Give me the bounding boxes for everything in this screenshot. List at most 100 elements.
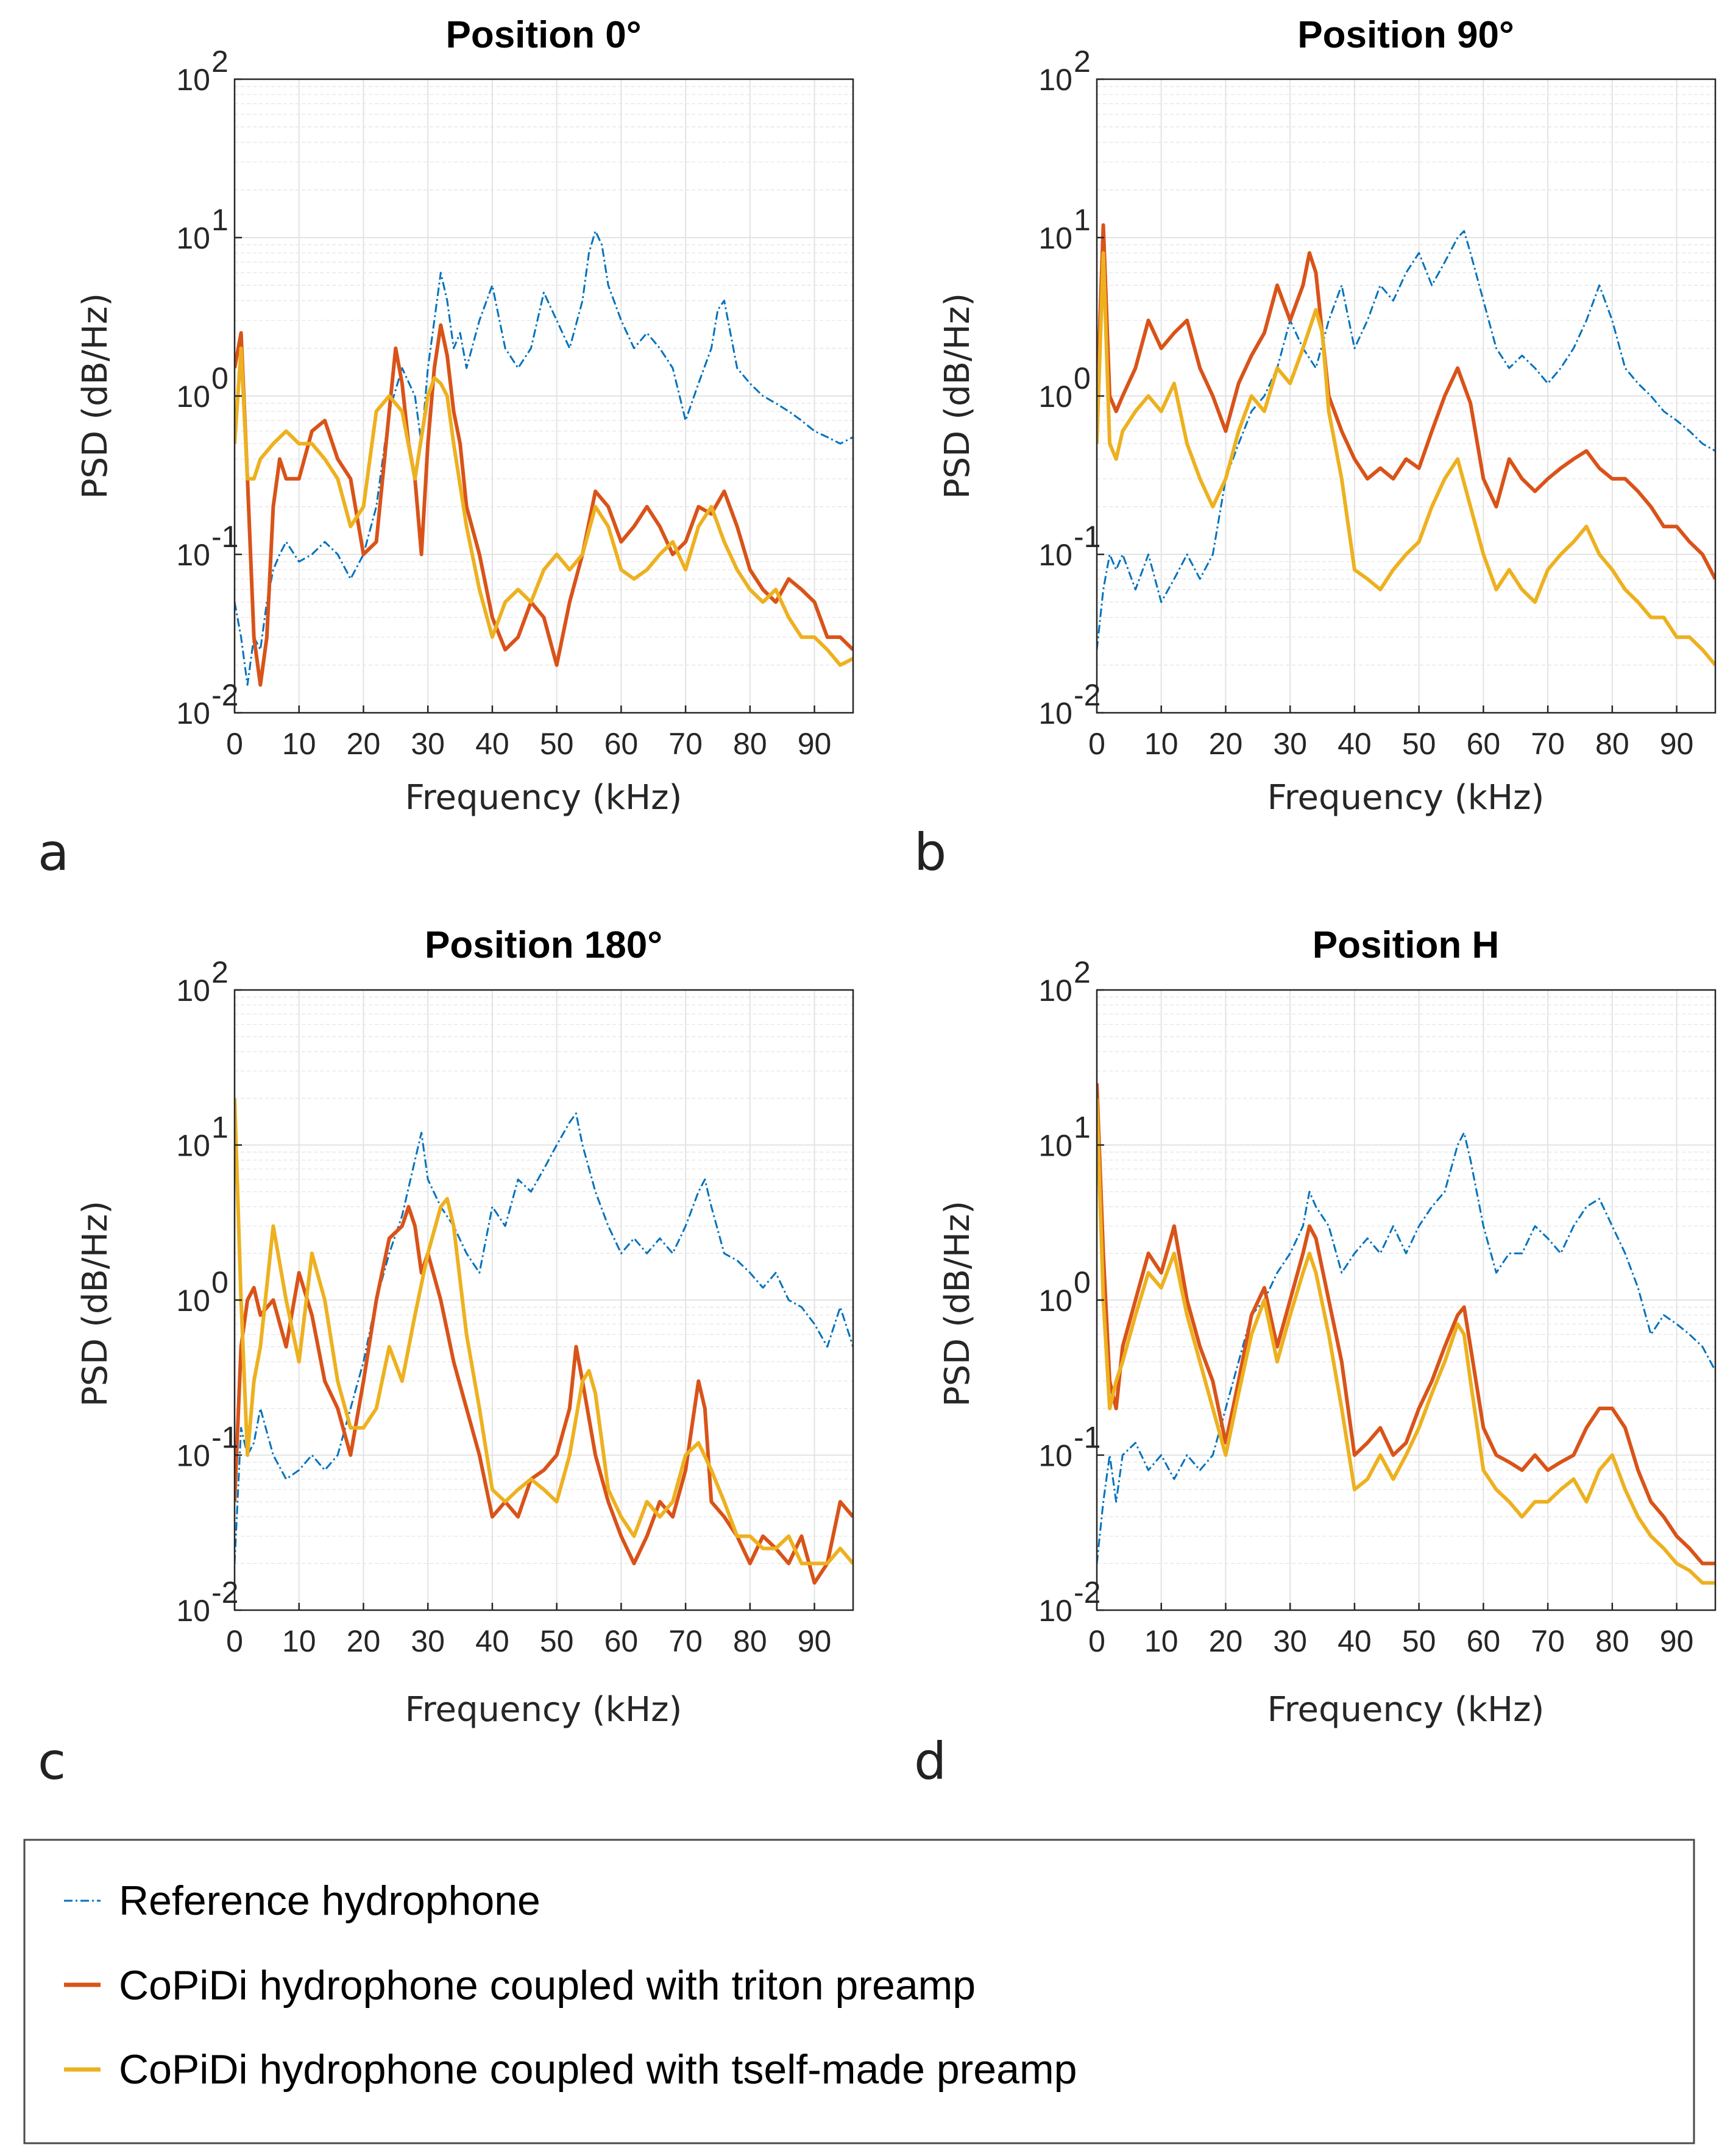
x-tick-label-b: 50 [1402,727,1436,761]
y-tick-label-c: 10 [176,1594,210,1628]
y-tick-label-b: 10 [1038,63,1072,97]
x-tick-label-a: 20 [347,727,381,761]
x-tick-label-a: 0 [226,727,243,761]
y-tick-label-a: 10 [176,380,210,414]
series-reference-d [1097,1131,1715,1564]
y-tick-exponent-c: 2 [211,955,229,989]
y-tick-label-d: 10 [1038,974,1072,1008]
panel-d: Position H Frequency (kHz) PSD (dB/Hz) d… [914,924,1717,1791]
y-tick-exponent-d: -1 [1074,1421,1100,1455]
x-tick-label-c: 50 [540,1624,574,1658]
y-tick-label-c: 10 [176,974,210,1008]
series-selfmade-c [235,1098,853,1566]
x-tick-label-a: 90 [798,727,832,761]
x-tick-label-c: 40 [475,1624,509,1658]
y-tick-exponent-a: 1 [211,203,229,237]
panel-letter-d: d [914,1731,946,1791]
legend-label-selfmade: CoPiDi hydrophone coupled with tself-mad… [119,2046,1077,2093]
y-tick-label-a: 10 [176,696,210,730]
series-reference-a [235,230,853,686]
series-reference-c [235,1112,853,1564]
x-tick-label-c: 60 [604,1624,639,1658]
panel-c-title: Position 180° [425,924,662,966]
y-tick-label-b: 10 [1038,696,1072,730]
x-tick-label-c: 30 [411,1624,445,1658]
x-tick-label-d: 50 [1402,1624,1436,1658]
legend-box [23,1839,1695,2144]
x-tick-label-d: 20 [1209,1624,1243,1658]
y-tick-label-c: 10 [176,1129,210,1163]
series-selfmade-a [235,346,853,667]
panel-a-xlabel: Frequency (kHz) [405,778,682,818]
y-tick-exponent-a: -1 [211,520,238,554]
x-tick-label-b: 20 [1209,727,1243,761]
y-tick-label-d: 10 [1038,1284,1072,1318]
y-tick-label-b: 10 [1038,538,1072,572]
y-tick-exponent-b: 1 [1074,203,1091,237]
y-tick-exponent-c: -1 [211,1421,238,1455]
y-tick-exponent-b: -2 [1074,678,1100,712]
y-tick-label-a: 10 [176,63,210,97]
panel-a-ylabel: PSD (dB/Hz) [76,293,115,499]
panel-letter-b: b [914,822,946,882]
y-tick-exponent-d: 2 [1074,955,1091,989]
panel-b-title: Position 90° [1297,14,1514,56]
x-tick-label-c: 90 [798,1624,832,1658]
panel-a: Position 0° Frequency (kHz) PSD (dB/Hz) … [38,14,854,882]
x-tick-label-c: 0 [226,1624,243,1658]
x-tick-label-d: 60 [1467,1624,1501,1658]
y-tick-exponent-a: -2 [211,678,238,712]
panel-c: Position 180° Frequency (kHz) PSD (dB/Hz… [38,924,854,1791]
y-tick-label-d: 10 [1038,1439,1072,1473]
y-tick-exponent-c: 1 [211,1111,229,1145]
x-tick-label-b: 10 [1144,727,1178,761]
y-tick-exponent-d: 1 [1074,1111,1091,1145]
panel-letter-a: a [38,822,69,882]
x-tick-label-a: 60 [604,727,639,761]
y-tick-exponent-c: -2 [211,1575,238,1610]
y-tick-exponent-d: -2 [1074,1575,1100,1610]
x-tick-label-b: 40 [1338,727,1372,761]
x-tick-label-a: 30 [411,727,445,761]
y-tick-exponent-b: -1 [1074,520,1100,554]
y-tick-label-d: 10 [1038,1594,1072,1628]
panel-b-ylabel: PSD (dB/Hz) [938,293,977,499]
y-tick-exponent-d: 0 [1074,1265,1091,1299]
x-tick-label-b: 0 [1088,727,1105,761]
panel-letter-c: c [38,1731,66,1791]
x-tick-label-c: 70 [668,1624,703,1658]
x-tick-label-d: 90 [1660,1624,1694,1658]
legend: Reference hydrophone CoPiDi hydrophone c… [23,1839,1695,2144]
x-tick-label-c: 80 [733,1624,767,1658]
series-selfmade-b [1097,251,1715,666]
x-tick-label-d: 10 [1144,1624,1178,1658]
panel-a-title: Position 0° [445,14,641,56]
x-tick-label-a: 70 [668,727,703,761]
series-triton-d [1097,1083,1715,1566]
y-tick-exponent-b: 2 [1074,44,1091,79]
x-tick-label-a: 80 [733,727,767,761]
x-tick-label-a: 50 [540,727,574,761]
x-tick-label-b: 90 [1660,727,1694,761]
series-reference-b [1097,230,1715,650]
series-triton-b [1097,223,1715,580]
y-tick-exponent-c: 0 [211,1265,229,1299]
y-tick-label-d: 10 [1038,1129,1072,1163]
y-tick-label-b: 10 [1038,221,1072,255]
y-tick-label-a: 10 [176,221,210,255]
x-tick-label-d: 30 [1273,1624,1307,1658]
series-triton-a [235,323,853,687]
panel-b: Position 90° Frequency (kHz) PSD (dB/Hz)… [914,14,1717,882]
x-tick-label-c: 20 [347,1624,381,1658]
x-tick-label-a: 40 [475,727,509,761]
x-tick-label-d: 80 [1595,1624,1629,1658]
y-tick-exponent-a: 2 [211,44,229,79]
x-tick-label-d: 40 [1338,1624,1372,1658]
y-tick-exponent-b: 0 [1074,361,1091,395]
legend-label-triton: CoPiDi hydrophone coupled with triton pr… [119,1962,976,2009]
y-tick-label-b: 10 [1038,380,1072,414]
series-selfmade-d [1097,1098,1715,1585]
panel-c-ylabel: PSD (dB/Hz) [76,1201,115,1407]
y-tick-label-c: 10 [176,1439,210,1473]
